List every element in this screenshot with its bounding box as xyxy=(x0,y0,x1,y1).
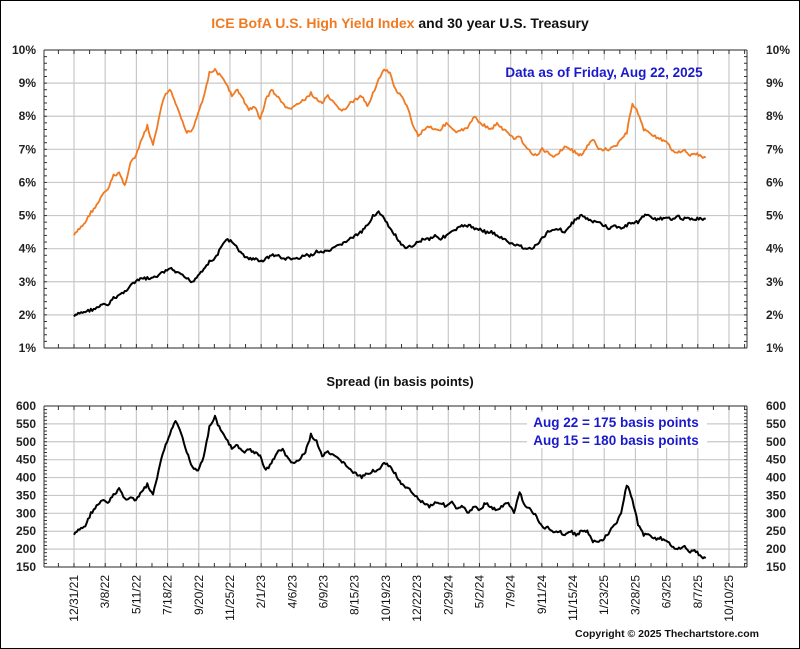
y-tick-label-left: 600 xyxy=(16,399,36,413)
y-tick-label-right: 3% xyxy=(766,275,784,289)
y-tick-label-right: 2% xyxy=(766,308,784,322)
x-tick-label: 7/18/22 xyxy=(161,575,175,615)
data-as-of-annotation: Data as of Friday, Aug 22, 2025 xyxy=(505,65,703,80)
bottom-plot-series xyxy=(73,414,707,560)
x-tick-label: 11/25/22 xyxy=(223,575,237,621)
y-tick-label-left: 8% xyxy=(19,109,37,123)
chart-title: ICE BofA U.S. High Yield Index and 30 ye… xyxy=(211,15,589,31)
x-tick-label: 3/8/22 xyxy=(98,575,112,609)
x-tick-label: 2/1/23 xyxy=(254,575,268,609)
x-tick-label: 5/2/24 xyxy=(472,575,486,609)
x-tick-label: 11/15/24 xyxy=(566,575,580,621)
y-tick-label-left: 9% xyxy=(19,76,37,90)
y-tick-label-left: 550 xyxy=(16,417,36,431)
y-tick-label-right: 400 xyxy=(766,471,786,485)
y-tick-label-left: 500 xyxy=(16,435,36,449)
y-tick-label-right: 300 xyxy=(766,506,786,520)
y-tick-label-left: 3% xyxy=(19,275,37,289)
y-tick-label-right: 500 xyxy=(766,435,786,449)
top-plot-grid xyxy=(44,49,747,349)
y-tick-label-right: 4% xyxy=(766,242,784,256)
y-tick-label-right: 350 xyxy=(766,488,786,502)
chart-title-part-treasury: and 30 year U.S. Treasury xyxy=(414,15,589,31)
x-tick-label: 3/28/25 xyxy=(628,575,642,615)
chart-title-part-hy: ICE BofA U.S. High Yield Index xyxy=(211,15,414,31)
y-tick-label-left: 7% xyxy=(19,142,37,156)
y-tick-label-right: 150 xyxy=(766,560,786,574)
y-tick-label-right: 550 xyxy=(766,417,786,431)
y-tick-label-right: 200 xyxy=(766,542,786,556)
x-tick-label: 12/31/21 xyxy=(67,575,81,622)
x-tick-label: 7/9/24 xyxy=(504,575,518,609)
y-tick-label-right: 250 xyxy=(766,524,786,538)
y-tick-label-right: 7% xyxy=(766,142,784,156)
y-tick-label-left: 250 xyxy=(16,524,36,538)
spread-annotation-prior: Aug 15 = 180 basis points xyxy=(533,433,698,448)
y-tick-label-right: 1% xyxy=(766,341,784,355)
x-tick-label: 9/20/22 xyxy=(192,575,206,615)
bottom-plot-axes: 150 150 200 200 250 250 300 300 350 350 400 400 450 4… xyxy=(16,399,786,622)
y-tick-label-right: 6% xyxy=(766,175,784,189)
x-tick-label: 12/22/23 xyxy=(410,575,424,622)
y-tick-label-left: 1% xyxy=(19,341,37,355)
x-tick-label: 10/19/23 xyxy=(379,575,393,622)
x-tick-label: 5/11/22 xyxy=(129,575,143,614)
y-tick-label-left: 4% xyxy=(19,242,37,256)
y-tick-label-left: 2% xyxy=(19,308,37,322)
copyright-text: Copyright © 2025 Thechartstore.com xyxy=(575,628,759,640)
y-tick-label-right: 9% xyxy=(766,76,784,90)
annotation-background xyxy=(515,60,695,82)
y-tick-label-left: 400 xyxy=(16,471,36,485)
y-tick-label-left: 350 xyxy=(16,488,36,502)
y-tick-label-left: 5% xyxy=(19,209,37,223)
x-tick-label: 6/9/23 xyxy=(317,575,331,609)
series-line-30-year-u-s-treasury xyxy=(73,210,706,318)
series-line-ice-bofa-u-s-high-yield-index xyxy=(73,68,707,236)
x-tick-label: 8/7/25 xyxy=(691,575,705,609)
y-tick-label-right: 10% xyxy=(766,43,790,57)
y-tick-label-left: 150 xyxy=(16,560,36,574)
y-tick-label-left: 6% xyxy=(19,175,37,189)
x-tick-label: 6/3/25 xyxy=(660,575,674,609)
x-tick-label: 8/15/23 xyxy=(348,575,362,615)
y-tick-label-left: 200 xyxy=(16,542,36,556)
top-plot-axes: 1% 1% 2% 2% 3% 3% 4% 4% 5% 5% 6% 6% 7% 7% 8% 8% 9% 9% 10% 1… xyxy=(12,43,790,355)
y-tick-label-left: 450 xyxy=(16,453,36,467)
y-tick-label-left: 300 xyxy=(16,506,36,520)
x-tick-label: 4/6/23 xyxy=(285,575,299,609)
y-tick-label-left: 10% xyxy=(12,43,36,57)
y-tick-label-right: 600 xyxy=(766,399,786,413)
spread-annotation-latest: Aug 22 = 175 basis points xyxy=(533,415,698,430)
top-plot-series xyxy=(73,68,707,318)
x-tick-label: 2/29/24 xyxy=(441,575,455,615)
series-line-spread xyxy=(73,414,707,560)
y-tick-label-right: 450 xyxy=(766,453,786,467)
x-tick-label: 1/23/25 xyxy=(597,575,611,615)
spread-annotation-background xyxy=(527,412,707,448)
x-tick-label: 10/10/25 xyxy=(722,575,736,622)
y-tick-label-right: 5% xyxy=(766,209,784,223)
spread-chart-title: Spread (in basis points) xyxy=(326,374,473,389)
y-tick-label-right: 8% xyxy=(766,109,784,123)
x-tick-label: 9/11/24 xyxy=(535,575,549,614)
